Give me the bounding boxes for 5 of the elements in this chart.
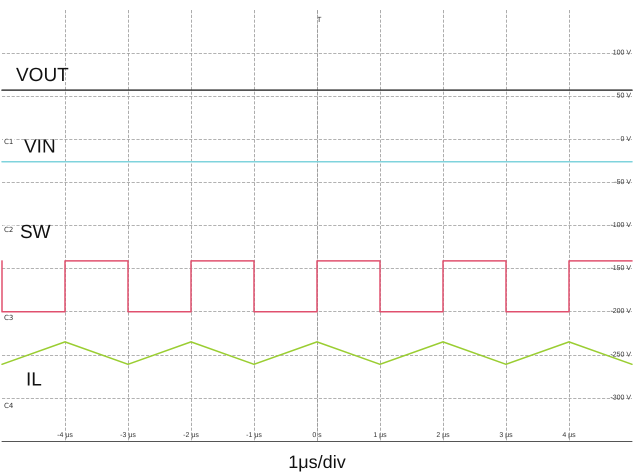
series-label: VOUT	[16, 65, 70, 86]
series-label: VIN	[24, 136, 56, 158]
series-label: IL	[26, 369, 42, 390]
x-axis-title: 1μs/div	[288, 452, 346, 472]
series-label: SW	[20, 222, 51, 243]
